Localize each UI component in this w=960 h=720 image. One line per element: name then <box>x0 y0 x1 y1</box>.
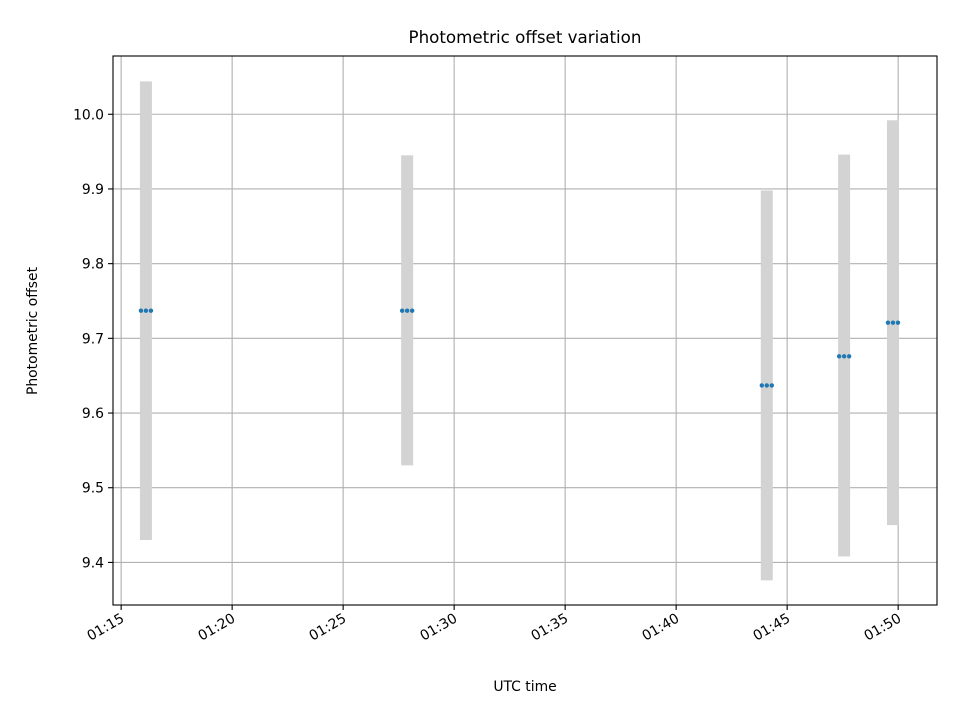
data-point-marker <box>841 354 847 359</box>
data-point-marker <box>769 383 774 388</box>
plot-frame <box>112 55 938 606</box>
data-points <box>138 308 901 388</box>
data-point <box>138 308 154 313</box>
data-point-marker <box>890 320 896 325</box>
x-axis-title: UTC time <box>493 679 556 695</box>
data-point-marker <box>399 308 405 313</box>
data-point <box>759 383 774 388</box>
y-tick-label: 9.4 <box>82 555 104 571</box>
y-axis-title: Photometric offset <box>25 266 41 395</box>
data-point <box>836 354 852 359</box>
data-point-marker <box>143 308 149 313</box>
data-point-marker <box>764 383 769 388</box>
data-point-marker <box>885 320 891 325</box>
y-tick-label: 10.0 <box>73 107 104 123</box>
y-tick-label: 9.8 <box>82 257 104 273</box>
data-point-marker <box>846 354 852 359</box>
data-point-marker <box>148 308 154 313</box>
data-point <box>399 308 415 313</box>
data-point-marker <box>895 320 901 325</box>
data-point-marker <box>759 383 764 388</box>
y-tick-label: 9.6 <box>82 406 104 422</box>
y-tick-label: 9.7 <box>82 331 104 347</box>
data-point <box>885 320 901 325</box>
chart-title: Photometric offset variation <box>409 27 642 47</box>
data-point-marker <box>138 308 144 313</box>
y-axis: 9.4 9.5 9.6 9.7 9.8 9.9 10.0 <box>73 107 113 571</box>
data-point-marker <box>836 354 842 359</box>
data-point-marker <box>409 308 415 313</box>
data-point-marker <box>404 308 410 313</box>
y-tick-label: 9.5 <box>82 481 104 497</box>
y-tick-label: 9.9 <box>82 182 104 198</box>
